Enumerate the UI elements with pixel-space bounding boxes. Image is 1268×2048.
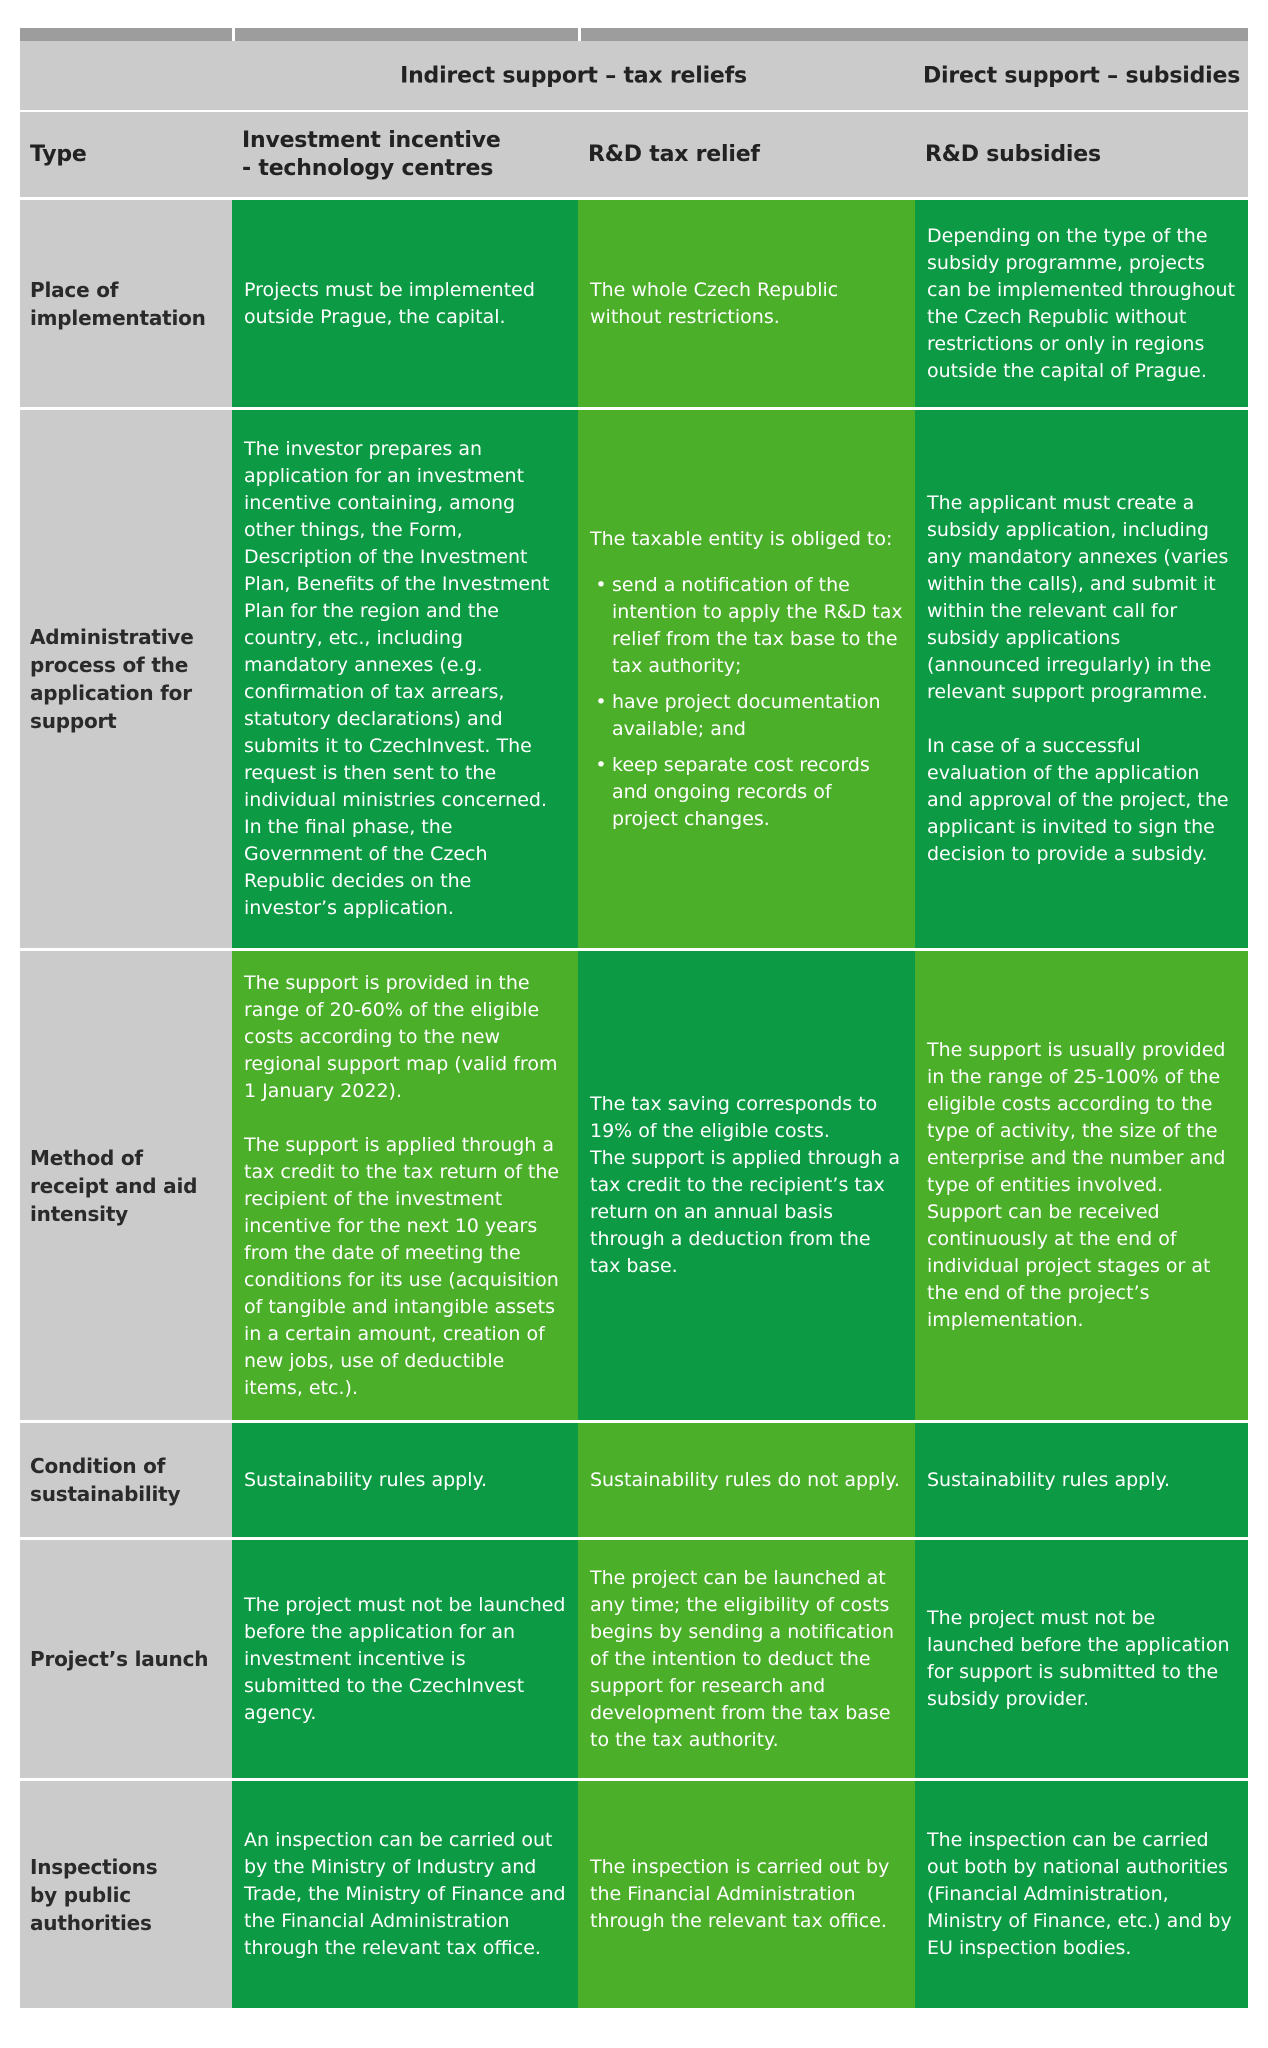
col-header-rd-subsidies: R&D subsidies (925, 141, 1101, 167)
cell-text: The inspection is carried out by the Fin… (590, 1856, 890, 1932)
cell-sustainability-rd-subsidies: Sustainability rules apply. (915, 1423, 1248, 1537)
cell-text: The whole Czech Republic without restric… (590, 278, 839, 328)
bullet-icon: • (595, 573, 607, 596)
cell-text: The support is usually provided in the r… (927, 1039, 1226, 1331)
row-place-of-implementation: Place of implementation Projects must be… (20, 200, 1248, 407)
row-label-projects-launch: Project’s launch (20, 1540, 232, 1778)
col-header-investment-incentive: Investment incentive - technology centre… (242, 127, 501, 181)
row-condition-of-sustainability: Condition of sustainability Sustainabili… (20, 1423, 1248, 1537)
bullet-icon: • (595, 753, 607, 776)
top-bar-segment-right (581, 28, 1248, 41)
row-label-method-of-receipt: Method of receipt and aid intensity (20, 951, 232, 1420)
cell-text: Depending on the type of the subsidy pro… (927, 224, 1236, 382)
top-bar (20, 28, 1248, 41)
cell-text: The inspection can be carried out both b… (927, 1829, 1232, 1959)
group-header-indirect-support: Indirect support – tax reliefs (400, 63, 747, 88)
bullet-item: • send a notification of the intention t… (590, 572, 903, 680)
cell-method-rd-tax-relief: The tax saving corresponds to 19% of the… (578, 951, 915, 1420)
cell-admin-investment-incentive: The investor prepares an application for… (232, 410, 578, 948)
cell-text: Sustainability rules apply. (244, 1468, 488, 1491)
row-label-inspections: Inspections by public authorities (20, 1781, 232, 2008)
column-header-row: Type Investment incentive - technology c… (20, 112, 1248, 197)
cell-inspections-investment-incentive: An inspection can be carried out by the … (232, 1781, 578, 2008)
cell-admin-rd-tax-relief: The taxable entity is obliged to: • send… (578, 410, 915, 948)
cell-sustainability-investment-incentive: Sustainability rules apply. (232, 1423, 578, 1537)
cell-text: The support is provided in the range of … (244, 971, 558, 1102)
row-administrative-process: Administrative process of the applicatio… (20, 410, 1248, 948)
top-bar-segment-col2 (235, 28, 578, 41)
cell-text: The project can be launched at any time;… (590, 1566, 895, 1751)
row-method-of-receipt: Method of receipt and aid intensity The … (20, 951, 1248, 1420)
group-header-direct-support: Direct support – subsidies (923, 63, 1241, 88)
cell-text: An inspection can be carried out by the … (244, 1829, 566, 1959)
cell-place-rd-tax-relief: The whole Czech Republic without restric… (578, 200, 915, 407)
bullet-list: • send a notification of the intention t… (590, 563, 903, 833)
cell-text: The project must not be launched before … (244, 1593, 566, 1724)
support-comparison-table: Indirect support – tax reliefs Direct su… (20, 28, 1248, 2008)
cell-text: The project must not be launched before … (927, 1607, 1230, 1710)
row-inspections: Inspections by public authorities An ins… (20, 1781, 1248, 2008)
cell-launch-investment-incentive: The project must not be launched before … (232, 1540, 578, 1778)
cell-text: Projects must be implemented outside Pra… (244, 278, 535, 328)
row-label-place-of-implementation: Place of implementation (20, 200, 232, 407)
bullet-text: keep separate cost records and ongoing r… (612, 753, 870, 830)
row-label-condition-of-sustainability: Condition of sustainability (20, 1423, 232, 1537)
cell-place-investment-incentive: Projects must be implemented outside Pra… (232, 200, 578, 407)
col-header-type: Type (30, 141, 87, 167)
cell-text: Sustainability rules apply. (927, 1468, 1171, 1491)
cell-inspections-rd-tax-relief: The inspection is carried out by the Fin… (578, 1781, 915, 2008)
cell-sustainability-rd-tax-relief: Sustainability rules do not apply. (578, 1423, 915, 1537)
bullet-item: • keep separate cost records and ongoing… (590, 752, 903, 833)
bullet-text: have project documentation available; an… (612, 690, 881, 740)
col-header-rd-tax-relief: R&D tax relief (588, 141, 760, 167)
cell-launch-rd-subsidies: The project must not be launched before … (915, 1540, 1248, 1778)
cell-launch-rd-tax-relief: The project can be launched at any time;… (578, 1540, 915, 1778)
row-projects-launch: Project’s launch The project must not be… (20, 1540, 1248, 1778)
cell-method-investment-incentive: The support is provided in the range of … (232, 951, 578, 1420)
bullet-list-intro: The taxable entity is obliged to: (590, 527, 893, 550)
cell-text: The support is applied through a tax cre… (244, 1133, 560, 1399)
cell-admin-rd-subsidies: The applicant must create a subsidy appl… (915, 410, 1248, 948)
group-header-row: Indirect support – tax reliefs Direct su… (20, 41, 1248, 110)
cell-text: The tax saving corresponds to 19% of the… (590, 1093, 901, 1277)
cell-text: In case of a successful evaluation of th… (927, 735, 1229, 865)
bullet-icon: • (595, 690, 607, 713)
cell-text: The applicant must create a subsidy appl… (927, 492, 1229, 703)
cell-method-rd-subsidies: The support is usually provided in the r… (915, 951, 1248, 1420)
cell-text: Sustainability rules do not apply. (590, 1468, 900, 1491)
bullet-item: • have project documentation available; … (590, 689, 903, 743)
cell-text: The investor prepares an application for… (244, 438, 550, 919)
top-bar-segment-type (20, 28, 232, 41)
cell-place-rd-subsidies: Depending on the type of the subsidy pro… (915, 200, 1248, 407)
row-label-administrative-process: Administrative process of the applicatio… (20, 410, 232, 948)
cell-inspections-rd-subsidies: The inspection can be carried out both b… (915, 1781, 1248, 2008)
bullet-text: send a notification of the intention to … (612, 573, 903, 677)
